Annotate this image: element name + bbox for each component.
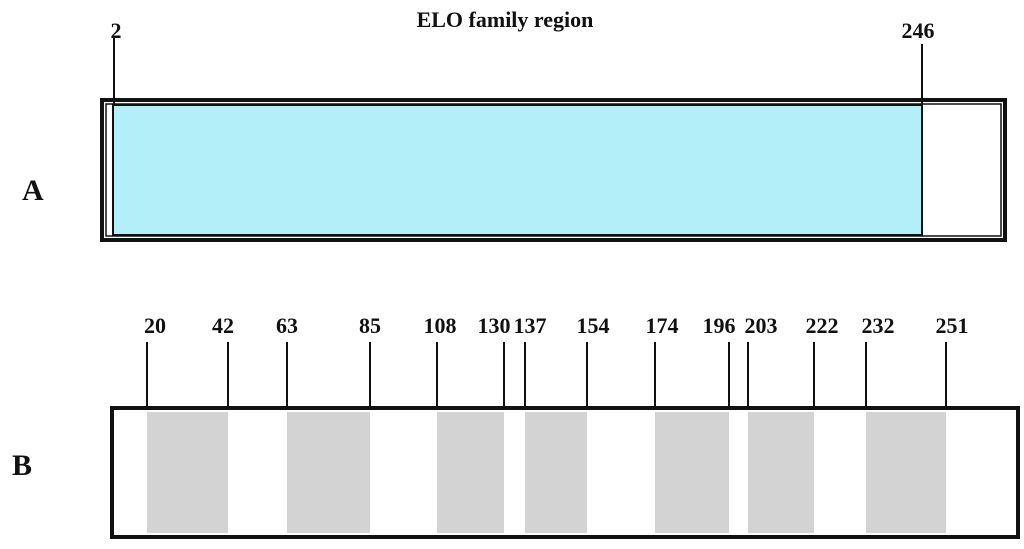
end-label: 246 [902, 18, 935, 43]
position-label: 174 [646, 313, 679, 338]
transmembrane-segment [525, 412, 587, 533]
transmembrane-segment [147, 412, 228, 533]
position-label: 203 [745, 313, 778, 338]
transmembrane-segment [655, 412, 729, 533]
position-label: 130 [478, 313, 511, 338]
position-label: 251 [936, 313, 969, 338]
panel-label: B [12, 449, 32, 482]
region-title: ELO family region [417, 7, 594, 32]
position-label: 85 [359, 313, 381, 338]
transmembrane-segment [437, 412, 504, 533]
position-label: 42 [212, 313, 234, 338]
position-label: 232 [862, 313, 895, 338]
position-label: 20 [144, 313, 166, 338]
position-label: 196 [703, 313, 736, 338]
position-label: 108 [424, 313, 457, 338]
transmembrane-segment [866, 412, 946, 533]
position-label: 137 [514, 313, 547, 338]
start-label: 2 [111, 18, 122, 43]
position-label: 63 [276, 313, 298, 338]
transmembrane-segment [748, 412, 814, 533]
position-label: 154 [577, 313, 610, 338]
transmembrane-segment [287, 412, 370, 533]
position-label: 222 [806, 313, 839, 338]
elo-domain [112, 104, 923, 236]
panel-label: A [22, 174, 44, 207]
